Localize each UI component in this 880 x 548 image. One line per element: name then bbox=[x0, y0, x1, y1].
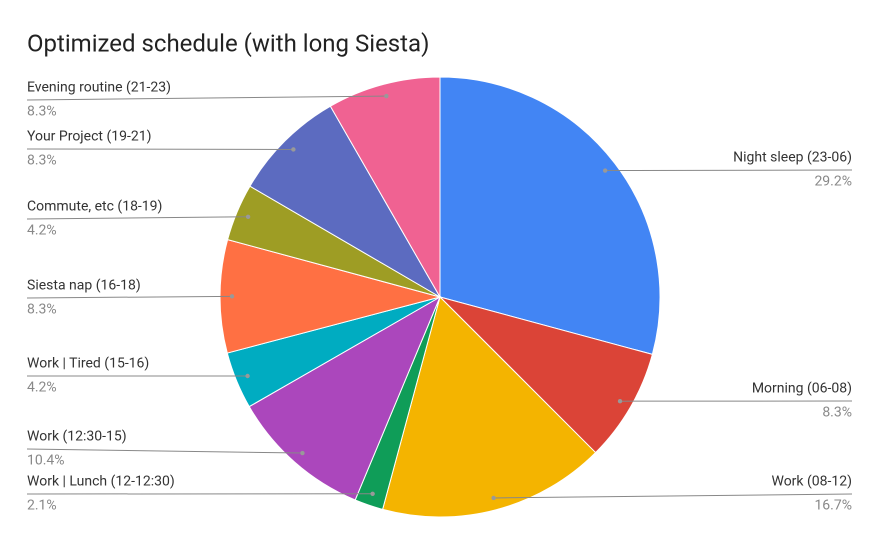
slice-label: Siesta nap (16-18) bbox=[27, 278, 141, 294]
slice-value-label: 4.2% bbox=[27, 380, 57, 396]
slice-label: Evening routine (21-23) bbox=[27, 80, 171, 96]
slice-label: Commute, etc (18-19) bbox=[27, 199, 162, 215]
slice-value-label: 29.2% bbox=[814, 174, 852, 190]
leader-dot bbox=[384, 94, 388, 98]
leader-dot bbox=[603, 168, 607, 172]
leader-dot bbox=[246, 215, 250, 219]
chart-title: Optimized schedule (with long Siesta) bbox=[27, 29, 429, 57]
slice-label: Work (08-12) bbox=[771, 474, 852, 490]
slice-value-label: 8.3% bbox=[27, 302, 57, 318]
slice-label: Morning (06-08) bbox=[752, 381, 852, 397]
leader-dot bbox=[230, 294, 234, 298]
slice-label: Work | Lunch (12-12:30) bbox=[27, 474, 175, 490]
slice-value-label: 8.3% bbox=[27, 153, 57, 169]
leader-dot bbox=[245, 374, 249, 378]
slice-label: Work (12:30-15) bbox=[27, 429, 127, 445]
leader-line bbox=[605, 170, 852, 171]
slice-value-label: 2.1% bbox=[27, 498, 57, 514]
slice-label: Night sleep (23-06) bbox=[733, 150, 852, 166]
slice-value-label: 16.7% bbox=[814, 498, 852, 514]
leader-dot bbox=[291, 147, 295, 151]
leader-dot bbox=[618, 399, 622, 403]
slice-value-label: 8.3% bbox=[822, 405, 852, 421]
leader-dot bbox=[370, 492, 374, 496]
leader-dot bbox=[300, 451, 304, 455]
slice-label: Your Project (19-21) bbox=[27, 129, 151, 145]
slice-value-label: 8.3% bbox=[27, 104, 57, 120]
slice-value-label: 4.2% bbox=[27, 223, 57, 239]
leader-dot bbox=[491, 496, 495, 500]
slice-label: Work | Tired (15-16) bbox=[27, 356, 149, 372]
slice-value-label: 10.4% bbox=[27, 453, 65, 469]
